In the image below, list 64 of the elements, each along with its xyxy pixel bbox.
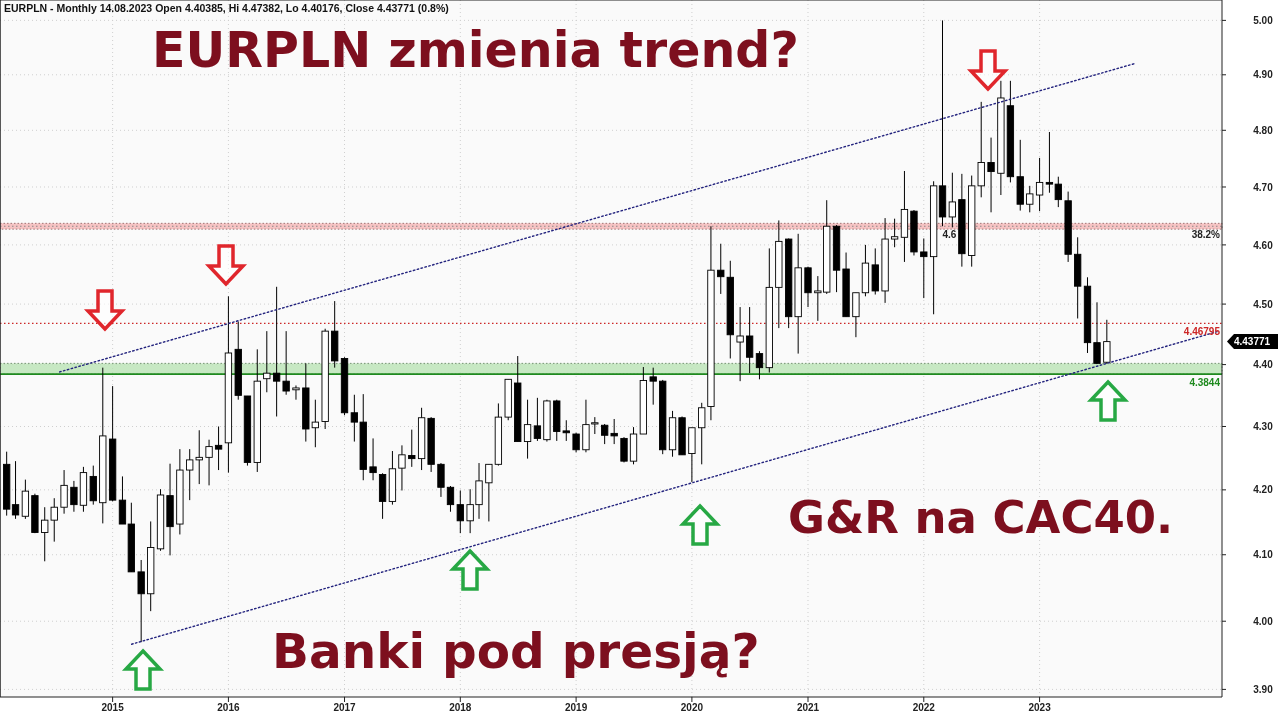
y-tick-label: 3.90 [1253,683,1274,695]
candlestick [456,489,464,534]
annotation: 38.2% [1191,229,1221,241]
x-tick-label: 2018 [449,702,472,713]
candlestick [620,436,628,463]
x-tick-label: 2015 [101,702,125,713]
y-tick-label: 5.00 [1253,14,1274,26]
candlestick [745,306,754,374]
x-tick-label: 2022 [912,702,936,713]
candlestick [717,243,725,295]
y-tick-label: 4.60 [1253,239,1274,251]
candlestick [1103,319,1111,365]
candlestick [523,399,532,460]
candlestick [1093,301,1101,365]
ref-line-label: 4.46795 [1183,326,1221,338]
candlestick [890,218,899,248]
candlestick [987,137,995,213]
candlestick [137,559,145,643]
candlestick [292,384,300,401]
candlestick [437,462,445,498]
x-tick-label: 2020 [680,702,704,713]
candlestick [755,350,764,380]
candlestick [214,425,223,471]
candlestick [263,330,271,393]
text: 4.43771 [1233,336,1271,348]
y-tick-label: 4.10 [1253,549,1274,561]
y-tick-label: 4.70 [1253,181,1274,193]
x-tick-label: 2019 [564,702,588,713]
annotation: Banki pod presją? [272,623,760,679]
candlestick [272,286,281,417]
x-tick-label: 2023 [1028,702,1052,713]
candlestick [369,437,377,481]
candlestick [1035,157,1044,212]
x-tick-label: 2021 [796,702,820,713]
annotation: 4.6 [942,229,957,241]
candlestick [446,485,455,513]
x-tick-label: 2017 [333,702,357,713]
y-tick-label: 4.00 [1253,615,1274,627]
candlestick [205,439,213,486]
annotation: EURPLN zmienia trend? [152,22,799,79]
candlestick [398,444,406,491]
chart-title: EURPLN - Monthly 14.08.2023 Open 4.40385, Hi 4.47382, Lo 4.40176, Close 4.43771 (0.8%) [4,2,449,14]
candlestick [698,402,706,465]
y-tick-label: 4.90 [1253,69,1274,81]
y-tick-label: 4.50 [1253,298,1274,310]
candlestick [736,306,744,382]
candlestick [485,463,493,522]
candlestick [948,172,956,228]
y-tick-label: 4.40 [1253,359,1274,371]
y-tick-label: 4.30 [1253,421,1274,433]
x-tick-label: 2016 [217,702,240,713]
y-tick-label: 4.80 [1253,124,1274,136]
candlestick [60,469,68,515]
annotation: G&R na CAC40. [788,491,1174,544]
candlestick [533,397,542,442]
candlestick [649,367,657,406]
candlestick [70,480,78,513]
candlestick [852,292,860,338]
y-tick-label: 4.20 [1253,484,1274,496]
ref-line-label: 4.3844 [1189,377,1221,389]
candlestick [920,237,928,299]
candlestick [408,429,416,468]
candlestick [1026,185,1034,213]
candlestick [282,330,290,396]
